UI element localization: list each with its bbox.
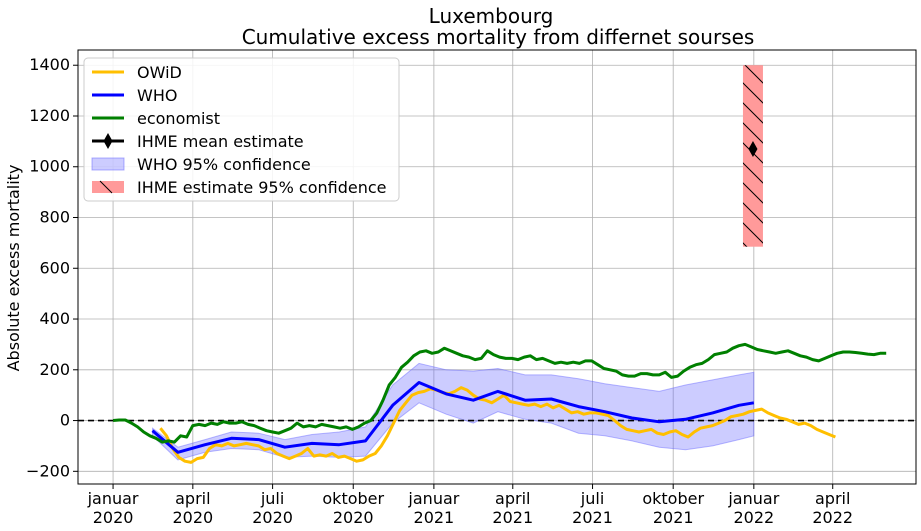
- x-tick-label: oktober 2020: [322, 489, 384, 527]
- x-tick-label: januar 2020: [87, 489, 139, 527]
- y-tick-label: 200: [39, 360, 70, 379]
- ihme-mean-estimate-marker: [748, 140, 758, 157]
- legend-label: IHME mean estimate: [137, 132, 304, 151]
- legend-label: OWiD: [137, 63, 182, 82]
- chart-title: Luxembourg: [429, 4, 554, 28]
- y-tick-label: 800: [39, 208, 70, 227]
- legend-marker: [103, 133, 113, 149]
- plot-frame: [77, 49, 917, 485]
- legend-label: WHO 95% confidence: [137, 155, 311, 174]
- y-tick-label: 1200: [29, 106, 70, 125]
- y-tick-label: 0: [60, 411, 70, 430]
- x-tick-label: januar 2021: [407, 489, 459, 527]
- y-axis-label: Absolute excess mortality: [4, 165, 23, 372]
- legend-swatch: [91, 157, 125, 171]
- economist-line: [112, 342, 887, 444]
- y-tick-label: −200: [26, 461, 70, 480]
- who-line: [151, 381, 755, 454]
- x-tick-label: juli 2021: [572, 489, 613, 527]
- x-tick-label: januar 2022: [727, 489, 779, 527]
- x-tick-label: april 2021: [492, 489, 533, 527]
- legend-label: economist: [137, 109, 220, 128]
- y-tick-label: 600: [39, 258, 70, 277]
- legend-box: [83, 57, 400, 202]
- y-tick-label: 1000: [29, 157, 70, 176]
- x-tick-label: oktober 2021: [642, 489, 704, 527]
- x-tick-label: april 2022: [812, 489, 853, 527]
- x-tick-label: april 2020: [172, 489, 213, 527]
- legend-hatch-stroke: [99, 180, 113, 194]
- x-tick-label: juli 2020: [252, 489, 293, 527]
- y-tick-label: 1400: [29, 55, 70, 74]
- owid-line: [159, 386, 836, 464]
- legend-label: IHME estimate 95% confidence: [137, 178, 386, 197]
- legend: OWiD WHO economist IHME mean estimate WHO 95…: [83, 57, 400, 202]
- y-tick-label: 400: [39, 309, 70, 328]
- legend-swatch: [92, 181, 124, 193]
- chart-subtitle: Cumulative excess mortality from differn…: [242, 25, 755, 49]
- legend-label: WHO: [137, 86, 177, 105]
